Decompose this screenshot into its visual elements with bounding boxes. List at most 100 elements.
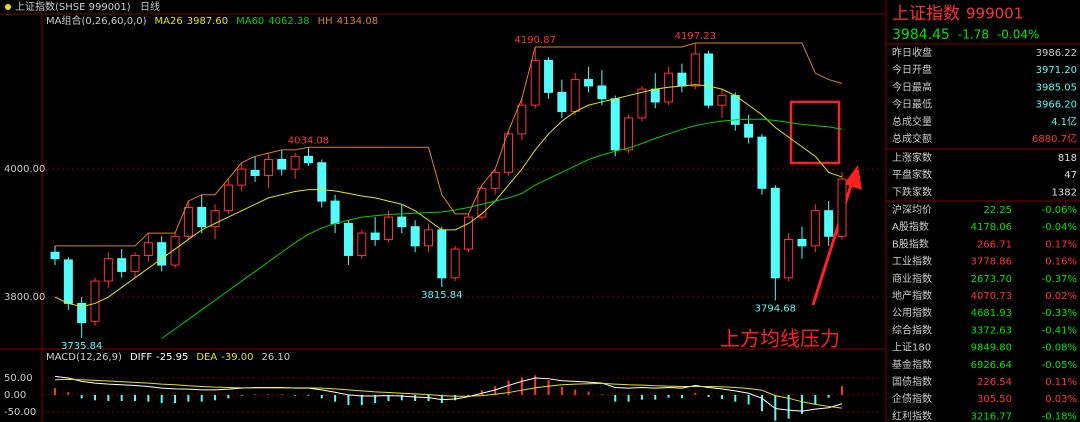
breadth-value: 1382 xyxy=(1052,187,1077,198)
index-value: 3778.86 xyxy=(971,257,1012,268)
breadth-label: 上涨家数 xyxy=(892,151,932,164)
legend-name: DEA xyxy=(196,352,217,363)
candle-body xyxy=(704,53,714,106)
index-value: 305.50 xyxy=(977,394,1012,405)
index-label: 商业指数 xyxy=(892,272,932,285)
y-tick-label: 4000.00 xyxy=(4,164,45,175)
candle-body xyxy=(504,133,514,173)
low-label: 3794.68 xyxy=(755,303,796,314)
candle-body xyxy=(757,136,767,189)
index-pct: -0.37% xyxy=(1042,274,1077,285)
index-pct: 0.02% xyxy=(1045,291,1077,302)
line-series xyxy=(54,375,843,412)
y-tick-label: -50.00 xyxy=(4,407,36,418)
index-label: 上证180 xyxy=(892,342,931,354)
legend-value: 26.10 xyxy=(261,352,290,363)
high-label: 4197.23 xyxy=(675,31,716,42)
breadth-label: 下跌家数 xyxy=(892,185,932,198)
index-label: 企债指数 xyxy=(892,392,932,405)
candle-body xyxy=(157,242,167,266)
candle-body xyxy=(237,168,247,186)
breadth-value: 818 xyxy=(1058,153,1077,164)
legend-value: 3987.60 xyxy=(187,16,228,27)
quote-pct: -0.04% xyxy=(997,28,1039,42)
index-label: B股指数 xyxy=(892,237,929,250)
candle-body xyxy=(250,169,260,177)
index-value: 22.25 xyxy=(983,205,1012,216)
breadth-label: 平盘家数 xyxy=(892,168,932,181)
index-label: 沪深均价 xyxy=(892,203,932,216)
index-label: 红利指数 xyxy=(892,409,932,422)
stat-value: 3966.20 xyxy=(1036,100,1077,111)
candle-body xyxy=(784,238,794,279)
legend-name: MA26 xyxy=(155,16,183,27)
legend-value: -39.00 xyxy=(221,352,253,363)
high-label: 4034.08 xyxy=(288,135,329,146)
candle-body xyxy=(397,216,407,228)
line-series xyxy=(54,378,843,409)
arrow-head xyxy=(844,165,862,190)
candle-body xyxy=(624,117,634,151)
annotation: 上方均线压力 xyxy=(720,327,840,351)
stat-label: 总成交量 xyxy=(892,115,932,128)
top-bar-period: 日线 xyxy=(140,0,160,13)
candle-body xyxy=(770,187,780,279)
index-value: 4070.73 xyxy=(971,291,1012,302)
candle-body xyxy=(544,59,554,93)
index-value: 266.71 xyxy=(977,239,1012,250)
candle-body xyxy=(464,216,474,250)
high-label: 4190.87 xyxy=(515,35,556,46)
legend-value: 4062.38 xyxy=(268,16,309,27)
low-label: 3815.84 xyxy=(421,290,462,301)
legend-value: 4134.08 xyxy=(337,16,378,27)
top-bar-icon xyxy=(5,4,11,10)
legend-name: MA60 xyxy=(236,16,264,27)
index-value: 4178.06 xyxy=(971,222,1012,233)
legend-value: -25.95 xyxy=(156,352,188,363)
index-label: 公用指数 xyxy=(892,306,932,319)
line-series xyxy=(161,118,843,340)
indicator-label: MACD(12,26,9) xyxy=(46,352,122,363)
candle-body xyxy=(490,171,500,189)
candle-body xyxy=(183,206,193,237)
candle-body xyxy=(130,254,140,272)
candle-body xyxy=(824,210,834,237)
candle-body xyxy=(717,95,727,106)
index-pct: -0.08% xyxy=(1042,343,1077,354)
candle-body xyxy=(317,162,327,202)
index-value: 226.54 xyxy=(977,377,1012,388)
candle-body xyxy=(517,104,527,135)
index-label: A股指数 xyxy=(892,220,929,233)
quote-code: 999001 xyxy=(966,5,1023,23)
stat-value: 3986.22 xyxy=(1036,48,1077,59)
candle-body xyxy=(610,98,620,151)
candle-body xyxy=(170,235,180,266)
index-value: 6926.64 xyxy=(971,360,1012,371)
line-series xyxy=(54,84,843,308)
index-pct: 0.17% xyxy=(1045,239,1077,250)
line-series xyxy=(55,42,843,247)
index-pct: -0.04% xyxy=(1042,222,1077,233)
breadth-value: 47 xyxy=(1064,170,1077,181)
legend-name: DIFF xyxy=(130,352,152,363)
index-label: 综合指数 xyxy=(892,323,932,336)
candle-body xyxy=(410,226,420,247)
quote-price: 3984.45 xyxy=(892,27,950,43)
index-pct: -0.06% xyxy=(1042,205,1077,216)
y-tick-label: 0.00 xyxy=(4,390,26,401)
top-bar-title: 上证指数(SHSE 999001) xyxy=(15,0,131,13)
stat-label: 今日最高 xyxy=(892,80,932,93)
stat-label: 今日开盘 xyxy=(892,63,932,76)
candle-body xyxy=(303,155,313,164)
stat-value: 4.1亿 xyxy=(1051,115,1077,128)
index-pct: 0.11% xyxy=(1045,377,1077,388)
candle-body xyxy=(423,229,433,247)
index-label: 地产指数 xyxy=(892,289,932,302)
index-value: 3216.77 xyxy=(971,411,1012,422)
candle-body xyxy=(837,178,847,237)
stat-label: 总成交额 xyxy=(892,132,932,145)
y-tick-label: 50.00 xyxy=(4,373,33,384)
index-pct: -0.05% xyxy=(1042,360,1077,371)
index-label: 国债指数 xyxy=(892,375,932,388)
